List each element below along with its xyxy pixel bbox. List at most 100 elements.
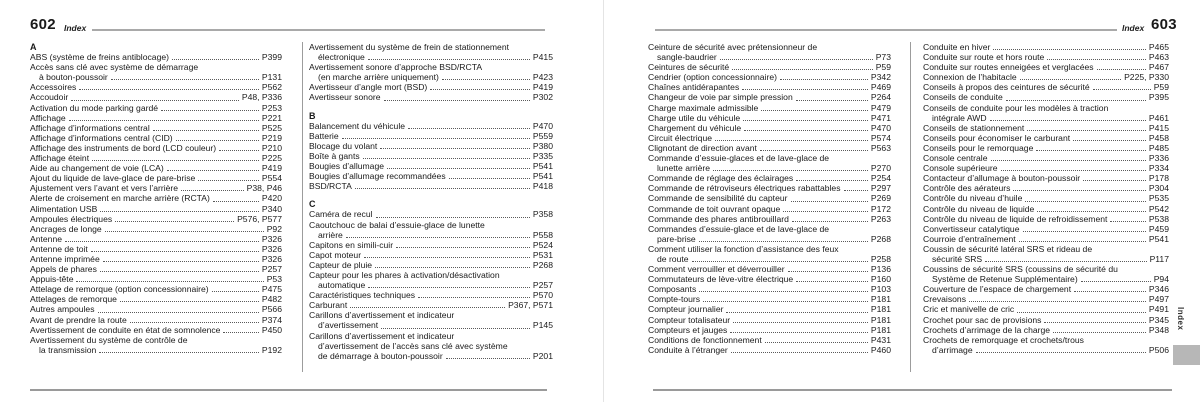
dot-leader — [1013, 190, 1146, 192]
index-entry: Capot moteur P531 — [309, 250, 553, 260]
entry-page-ref: P459 — [1148, 223, 1169, 234]
index-entry: Commande de rétroviseurs électriques rab… — [648, 183, 891, 193]
entry-text: Avertisseur sonore — [309, 92, 381, 103]
entry-page-ref: P467 — [1148, 62, 1169, 73]
entry-page-ref: P423 — [532, 72, 553, 83]
dot-leader — [1073, 139, 1146, 141]
entry-page-ref: P201 — [532, 350, 553, 361]
index-section: Avertissement du système de frein de sta… — [309, 42, 553, 103]
dot-leader — [733, 321, 868, 323]
index-entry: Chargement du véhicule P470 — [648, 123, 891, 133]
dot-leader — [691, 261, 868, 263]
entry-text: Connexion de l’habitacle — [923, 72, 1017, 83]
dot-leader — [732, 69, 873, 71]
entry-page-ref: P335 — [532, 150, 553, 161]
entry-page-ref: P535 — [1148, 193, 1169, 204]
index-entry: Commande de réglage des éclairages P254 — [648, 173, 891, 183]
dot-leader — [383, 99, 530, 101]
dot-leader — [161, 109, 259, 111]
index-entry: Convertisseur catalytique P459 — [923, 224, 1169, 234]
entry-text-line: Commande d’essuie-glaces et de lave-glac… — [648, 153, 830, 164]
dot-leader — [1019, 79, 1122, 81]
index-entry: Clignotant de direction avant P563 — [648, 143, 891, 153]
index-entry: Carburant P367, P571 — [309, 300, 553, 310]
index-entry: Compte-tours P181 — [648, 294, 891, 304]
entry-page-ref: P254 — [870, 173, 891, 184]
entry-text: Attelages de remorque — [30, 294, 117, 305]
index-entry: Antenne de toit P326 — [30, 244, 282, 254]
entry-text: Charge utile du véhicule — [648, 112, 741, 123]
dot-leader — [362, 158, 530, 160]
entry-text: Attelage de remorque (option concessionn… — [30, 284, 209, 295]
dot-leader — [796, 180, 868, 182]
entry-text: de route — [657, 253, 689, 264]
dot-leader — [715, 139, 868, 141]
entry-page-ref: P38, P46 — [246, 183, 282, 194]
entry-text: Antenne — [30, 233, 63, 244]
dot-leader — [1018, 240, 1146, 242]
index-entry: Connexion de l’habitacle P225, P330 — [923, 72, 1169, 82]
index-entry: Bougies d’allumage P541 — [309, 161, 553, 171]
entry-text-line: Carillons d’avertissement et indicateur — [309, 310, 455, 321]
dot-leader — [99, 271, 259, 273]
dot-leader — [993, 49, 1146, 51]
index-entry: Antenne P326 — [30, 234, 282, 244]
entry-page-ref: P340 — [261, 203, 282, 214]
entry-text: Boîte à gants — [309, 150, 360, 161]
entry-page-ref: P136 — [870, 264, 891, 275]
dot-leader — [1110, 220, 1146, 222]
entry-text: Conditions de fonctionnement — [648, 334, 762, 345]
entry-text: Commande des phares antibrouillard — [648, 213, 789, 224]
index-entry: Compteurs et jauges P181 — [648, 325, 891, 335]
entry-page-ref: P264 — [870, 92, 891, 103]
entry-page-ref: P268 — [870, 233, 891, 244]
left-page-number: 602 — [30, 16, 56, 33]
dot-leader — [1047, 59, 1146, 61]
index-entry: Affichage d’informations central P525 — [30, 123, 282, 133]
index-entry: Caractéristiques techniques P570 — [309, 290, 553, 300]
entry-text: Contrôle du niveau de liquide de refroid… — [923, 213, 1108, 224]
index-entry: Avertisseur d’angle mort (BSD) P419 — [309, 82, 553, 92]
entry-text: Compteur totalisateur — [648, 314, 731, 325]
entry-text: Avertissement de conduite en état de som… — [30, 324, 221, 335]
index-entry: Contacteur d’allumage à bouton-poussoir P… — [923, 173, 1169, 183]
index-entry: Coussin de sécurité latéral SRS et ridea… — [923, 244, 1169, 264]
entry-text: ABS (système de freins antiblocage) — [30, 52, 169, 63]
entry-text: Appels de phares — [30, 264, 97, 275]
index-entry: Commande de toit ouvrant opaque P172 — [648, 204, 891, 214]
index-entry: Balancement du véhicule P470 — [309, 121, 553, 131]
entry-text: Compteurs et jauges — [648, 324, 728, 335]
entry-page-ref: P506 — [1148, 344, 1169, 355]
index-entry: Avertissement de conduite en état de som… — [30, 325, 282, 335]
entry-page-ref: P181 — [870, 324, 891, 335]
index-entry: Commande de sensibilité du capteur P269 — [648, 193, 891, 203]
letter-heading: B — [309, 110, 316, 121]
left-column-divider — [302, 42, 303, 372]
dot-leader — [1027, 129, 1146, 131]
dot-leader — [198, 180, 259, 182]
entry-page-ref: P334 — [1148, 163, 1169, 174]
index-entry: Cric et manivelle de cric P491 — [923, 304, 1169, 314]
index-entry: Commutateurs de lève-vitre électrique P16… — [648, 274, 891, 284]
index-entry: Boîte à gants P335 — [309, 151, 553, 161]
entry-page-ref: P358 — [532, 209, 553, 220]
entry-page-ref: P345 — [1148, 314, 1169, 325]
entry-text: Capitons en simili-cuir — [309, 239, 394, 250]
entry-text: Ceintures de sécurité — [648, 62, 730, 73]
dot-leader — [1053, 331, 1146, 333]
entry-text: Commande de rétroviseurs électriques rab… — [648, 183, 841, 194]
dot-leader — [759, 150, 868, 152]
entry-page-ref: P399 — [261, 52, 282, 63]
entry-page-ref: P348 — [1148, 324, 1169, 335]
dot-leader — [115, 220, 235, 222]
dot-leader — [375, 216, 530, 218]
entry-text: Chargement du véhicule — [648, 122, 742, 133]
entry-page-ref: P225 — [261, 153, 282, 164]
index-entry: Ampoules électriques P576, P577 — [30, 214, 282, 224]
dot-leader — [90, 250, 259, 252]
entry-page-ref: P463 — [1148, 52, 1169, 63]
entry-text: Crevaisons — [923, 294, 966, 305]
entry-text-line: Accès sans clé avec système de démarrage — [30, 62, 199, 73]
entry-page-ref: P460 — [870, 344, 891, 355]
